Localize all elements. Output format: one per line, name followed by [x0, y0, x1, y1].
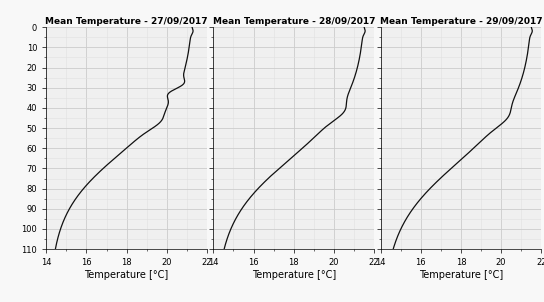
- X-axis label: Temperature [°C]: Temperature [°C]: [252, 270, 336, 280]
- X-axis label: Temperature [°C]: Temperature [°C]: [84, 270, 169, 280]
- Title: Mean Temperature - 29/09/2017: Mean Temperature - 29/09/2017: [380, 17, 542, 26]
- Title: Mean Temperature - 27/09/2017: Mean Temperature - 27/09/2017: [45, 17, 208, 26]
- X-axis label: Temperature [°C]: Temperature [°C]: [419, 270, 503, 280]
- Title: Mean Temperature - 28/09/2017: Mean Temperature - 28/09/2017: [213, 17, 375, 26]
